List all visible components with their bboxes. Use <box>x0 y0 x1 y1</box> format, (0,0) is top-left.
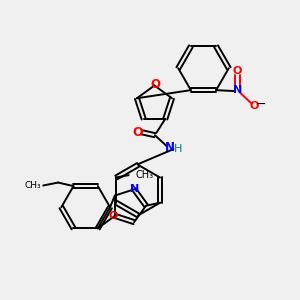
Text: O: O <box>109 212 118 221</box>
Text: H: H <box>174 144 182 154</box>
Text: O: O <box>249 101 259 111</box>
Text: N: N <box>130 184 139 194</box>
Text: CH₃: CH₃ <box>136 169 154 179</box>
Text: O: O <box>150 77 160 91</box>
Text: N: N <box>233 85 242 95</box>
Text: CH₃: CH₃ <box>24 181 41 190</box>
Text: −: − <box>256 98 266 111</box>
Text: N: N <box>165 142 175 154</box>
Text: O: O <box>133 126 143 139</box>
Text: O: O <box>233 66 242 76</box>
